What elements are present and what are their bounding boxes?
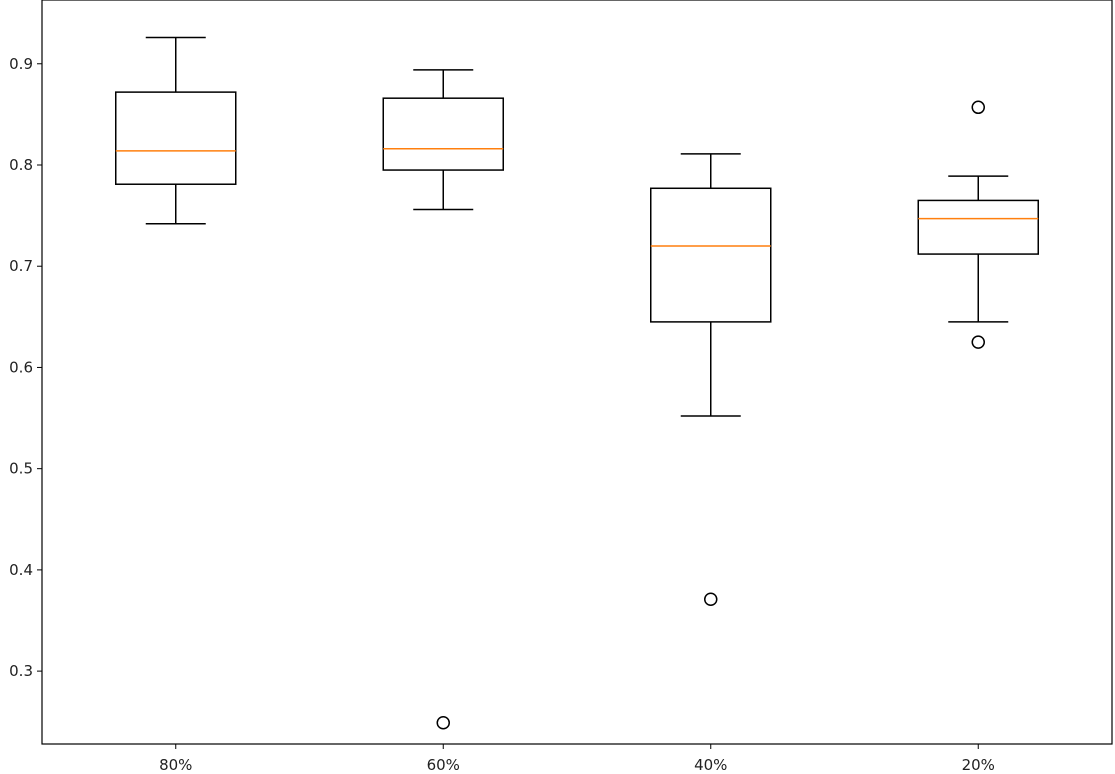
box-series	[115, 36, 1039, 730]
y-tick-label: 0.6	[9, 358, 33, 376]
y-tick-label: 0.5	[9, 460, 33, 478]
y-tick-label: 0.4	[9, 561, 33, 579]
outlier-point	[436, 715, 450, 730]
y-axis: 0.3 0.4 0.5 0.6 0.7 0.8 0.9	[9, 55, 42, 680]
box-20-percent	[917, 100, 1039, 349]
x-tick-label: 60%	[427, 756, 460, 774]
x-axis: 80% 60% 40% 20%	[159, 744, 995, 774]
outlier-point	[971, 100, 985, 115]
outlier-point	[704, 592, 718, 606]
x-tick-label: 20%	[962, 756, 995, 774]
box-80-percent	[115, 36, 237, 225]
iqr-box	[917, 199, 1039, 255]
iqr-box	[650, 187, 772, 323]
x-tick-label: 80%	[159, 756, 192, 774]
x-tick-label: 40%	[694, 756, 727, 774]
box-60-percent	[382, 69, 504, 730]
y-tick-label: 0.3	[9, 662, 33, 680]
iqr-box	[115, 91, 237, 185]
outlier-point	[971, 335, 985, 349]
y-tick-label: 0.9	[9, 55, 33, 73]
plot-area	[41, 0, 1113, 745]
y-tick-label: 0.7	[9, 257, 33, 275]
box-40-percent	[650, 153, 772, 606]
y-tick-label: 0.8	[9, 156, 33, 174]
iqr-box	[382, 97, 504, 171]
